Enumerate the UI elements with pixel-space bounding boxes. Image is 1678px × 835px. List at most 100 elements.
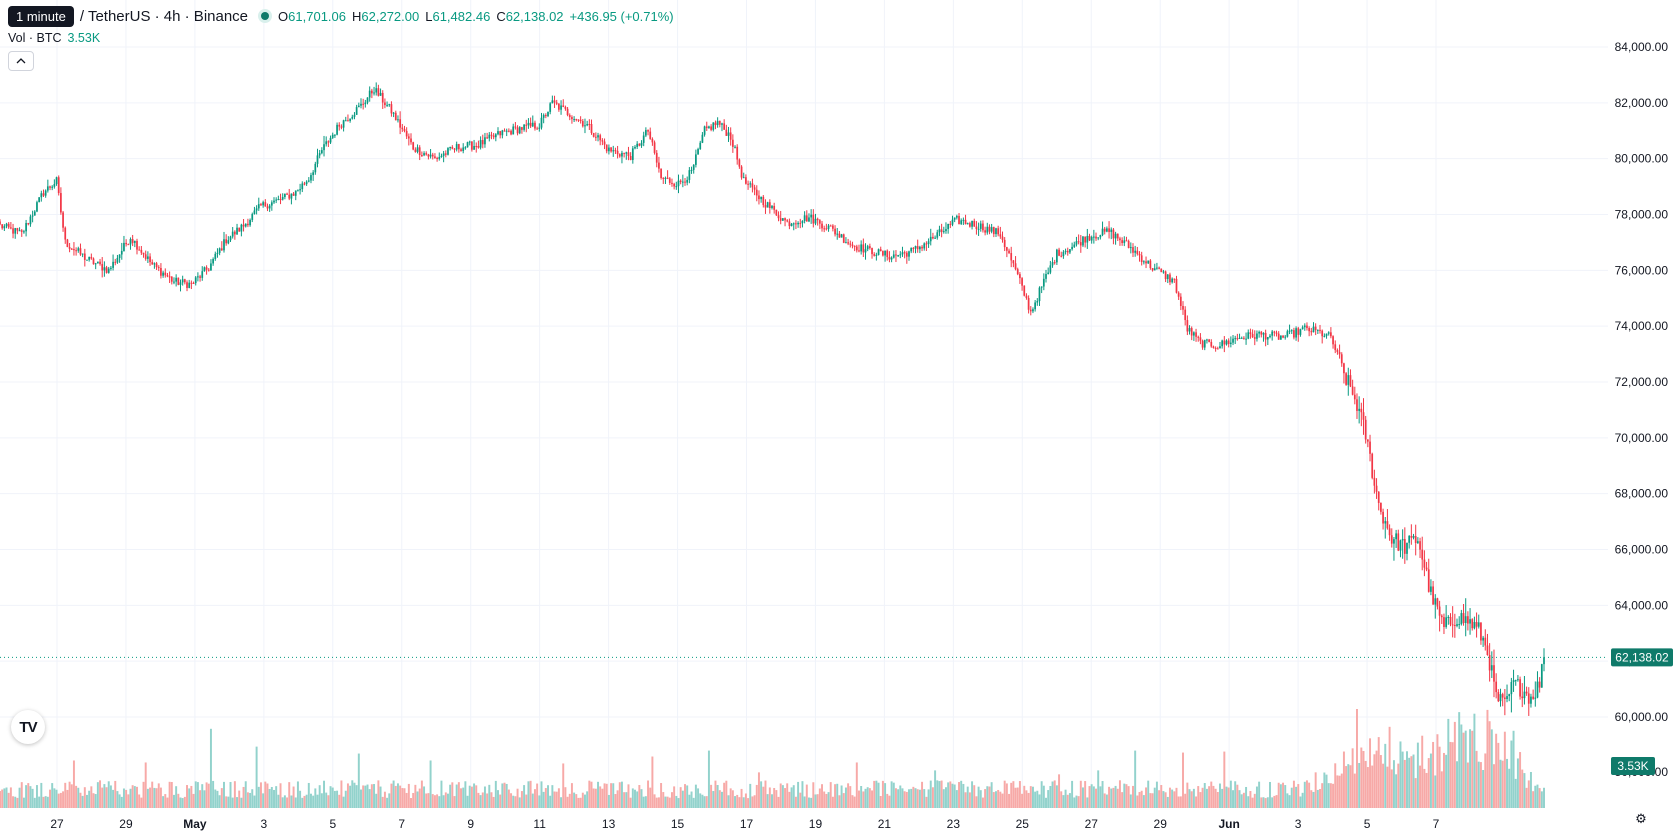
candle-body [1210, 341, 1213, 347]
candle-body [1225, 340, 1228, 345]
volume-bar [518, 797, 521, 808]
open-value-group: O61,701.06 [278, 9, 346, 24]
volume-bar [346, 783, 349, 808]
volume-bar [1001, 793, 1004, 808]
volume-bar [451, 782, 454, 808]
volume-bar [255, 746, 258, 808]
volume-bar [1490, 729, 1493, 808]
candle-body [507, 130, 510, 132]
time-tick-label: 3 [1295, 817, 1302, 831]
volume-bar [429, 760, 432, 808]
volume-bar [1114, 785, 1117, 808]
candle-body [729, 132, 732, 140]
volume-bar [773, 787, 776, 808]
volume-bar [455, 784, 458, 808]
volume-bar [1088, 786, 1091, 808]
candle-body [266, 206, 269, 209]
candle-body [866, 246, 869, 250]
volume-bar [353, 782, 356, 808]
volume-bar [68, 781, 71, 808]
candle-body [1510, 682, 1513, 695]
time-tick-label: 7 [398, 817, 405, 831]
volume-bar [1514, 778, 1517, 808]
candle-body [27, 223, 30, 225]
candle-body [1288, 330, 1291, 332]
volume-bar [527, 781, 530, 808]
tradingview-logo-icon[interactable]: TV [11, 710, 45, 744]
volume-bar [1510, 740, 1513, 808]
volume-bar [1345, 766, 1348, 808]
collapse-legend-button[interactable] [8, 51, 34, 71]
candle-body [188, 282, 191, 288]
volume-bar [1336, 775, 1339, 808]
last-price-label: 62,138.02 [1615, 650, 1669, 664]
volume-bar [27, 783, 30, 808]
volume-bar [564, 787, 567, 808]
volume-bar [440, 780, 443, 808]
volume-bar [25, 785, 28, 808]
volume-bar [162, 796, 165, 808]
volume-bar [949, 781, 952, 808]
candle-body [795, 223, 797, 225]
candle-body [512, 126, 515, 135]
volume-bar [1134, 750, 1137, 808]
price-tick-label: 66,000.00 [1615, 543, 1669, 557]
candle-body [1010, 253, 1013, 261]
time-tick-label: 9 [467, 817, 474, 831]
candle-body [392, 112, 395, 114]
volume-bar [44, 796, 47, 808]
volume-legend[interactable]: Vol · BTC 3.53K [8, 31, 100, 45]
volume-bar [38, 796, 41, 808]
candle-body [1229, 342, 1232, 344]
candle-body [1390, 535, 1393, 544]
volume-bar [170, 782, 173, 808]
volume-bar [1184, 793, 1187, 808]
volume-bar [981, 797, 984, 808]
candle-body [1132, 247, 1134, 253]
candle-body [1056, 249, 1058, 263]
candle-body [1423, 559, 1426, 568]
volume-bar [1103, 793, 1106, 808]
volume-bar [749, 783, 752, 808]
volume-bar [912, 786, 915, 808]
volume-bar [507, 789, 510, 808]
candle-body [553, 100, 556, 103]
volume-bar [473, 783, 476, 808]
volume-bar [821, 784, 823, 808]
volume-bar [1108, 786, 1111, 808]
volume-bar [1347, 764, 1350, 808]
volume-bar [116, 791, 119, 808]
candle-body [340, 126, 343, 128]
volume-bar [442, 795, 445, 808]
price-axis: 60,000.0062,000.0064,000.0066,000.0068,0… [1611, 40, 1673, 779]
candle-body [434, 156, 436, 158]
volume-bar [323, 780, 326, 808]
volume-bar [216, 790, 219, 808]
volume-bar [836, 783, 839, 808]
candle-body [1245, 338, 1247, 340]
volume-bar [779, 783, 782, 808]
volume-bar [1305, 780, 1308, 808]
candle-body [840, 234, 843, 238]
volume-bar [5, 787, 8, 808]
market-status-icon[interactable] [258, 9, 273, 23]
volume-bar [568, 793, 571, 808]
symbol-title[interactable]: / TetherUS · 4h · Binance [79, 7, 249, 25]
time-tick-label: 3 [261, 817, 268, 831]
volume-bar [157, 783, 160, 808]
candle-body [399, 119, 402, 128]
volume-bar [1075, 795, 1078, 808]
volume-bar [1519, 752, 1522, 808]
gear-icon[interactable]: ⚙ [1635, 811, 1647, 826]
candle-body [755, 189, 758, 196]
price-tick-label: 84,000.00 [1615, 40, 1669, 54]
candle-body [910, 247, 913, 252]
candle-body [1075, 241, 1078, 245]
volume-bar [399, 785, 402, 808]
volume-bar [1397, 763, 1400, 808]
volume-bar [155, 788, 158, 808]
candle-body [33, 211, 36, 216]
candle-body [436, 157, 438, 159]
volume-bar [1384, 743, 1387, 808]
